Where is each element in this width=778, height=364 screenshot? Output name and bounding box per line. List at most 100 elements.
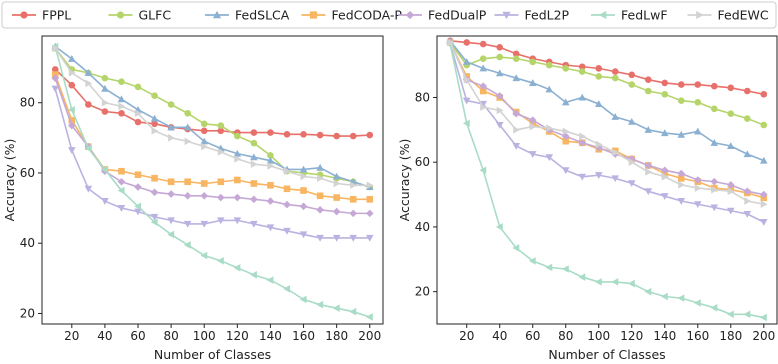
data-point-fppl: [267, 129, 274, 136]
x-tick-label: 20: [459, 329, 474, 343]
data-point-fedewc: [101, 98, 109, 107]
data-point-fedslca: [68, 55, 76, 62]
data-point-fppl: [366, 131, 374, 139]
legend-entry-fedl2p: FedL2P: [494, 8, 570, 23]
data-point-glfc: [743, 115, 751, 122]
data-point-fedlwf: [134, 202, 142, 211]
data-point-fppl: [512, 50, 520, 58]
data-point-fedewc: [201, 142, 209, 151]
data-point-fedslca: [578, 93, 587, 101]
data-point-fedl2p: [462, 97, 471, 105]
legend-entry-fedlwf: FedLwF: [591, 8, 668, 23]
x-tick-label: 100: [587, 329, 610, 343]
axes-frame: [436, 35, 778, 325]
data-point-fedl2p: [332, 234, 341, 242]
data-point-fedlwf: [84, 144, 92, 153]
data-point-fppl: [595, 65, 603, 72]
data-point-fedslca: [644, 126, 653, 133]
series-glfc: [446, 39, 768, 129]
plot-area: [446, 37, 768, 322]
data-point-fedewc: [366, 181, 374, 190]
data-point-glfc: [134, 83, 142, 91]
data-point-glfc: [184, 109, 191, 117]
data-point-fedcoda-p: [349, 196, 357, 203]
data-point-fedlwf: [710, 304, 718, 312]
data-point-fedlwf: [332, 304, 340, 312]
data-point-fedslca: [84, 69, 93, 76]
data-point-fedewc: [85, 79, 93, 88]
data-point-fedl2p: [349, 234, 357, 242]
series-line-fedl2p: [54, 88, 370, 239]
data-point-fedcoda-p: [333, 194, 340, 201]
data-point-fedslca: [167, 123, 175, 131]
data-point-fedewc: [350, 181, 357, 190]
y-tick-label: 20: [20, 306, 35, 320]
data-point-fedl2p: [693, 201, 702, 209]
data-point-fedcoda-p: [250, 180, 258, 187]
data-point-fedewc: [562, 127, 570, 136]
data-point-glfc: [628, 81, 636, 88]
data-point-fedlwf: [150, 218, 158, 226]
data-point-fppl: [118, 109, 125, 117]
data-point-fedl2p: [250, 220, 258, 228]
data-point-fedcoda-p: [167, 178, 175, 186]
data-point-fedlwf: [117, 186, 125, 195]
data-point-fppl: [694, 81, 702, 88]
data-point-fedslca: [332, 172, 341, 180]
data-point-fedlwf: [349, 307, 357, 316]
data-point-fedl2p: [84, 185, 93, 193]
data-point-glfc: [151, 92, 158, 100]
data-point-fedl2p: [760, 219, 768, 226]
y-tick-label: 40: [415, 220, 430, 234]
series-fedslca: [51, 42, 374, 191]
data-point-fppl: [628, 71, 636, 79]
data-point-feddualp: [332, 207, 341, 216]
data-point-fedslca: [479, 64, 488, 72]
data-point-feddualp: [677, 169, 686, 178]
data-point-fedlwf: [512, 244, 520, 252]
panel-right: 20 40 60 80 100 120 140 160 180 200 20 40 60 80 Number…: [397, 35, 778, 362]
data-point-fedl2p: [167, 217, 175, 225]
series-line-fedslca: [449, 40, 765, 162]
data-point-fedslca: [594, 100, 603, 107]
legend-entry-glfc: GLFC: [108, 8, 172, 23]
series-fedlwf: [446, 40, 767, 322]
data-point-fppl: [250, 129, 258, 136]
data-point-fedlwf: [528, 257, 536, 265]
data-point-fedewc: [496, 106, 504, 115]
x-axis-label: Number of Classes: [548, 347, 665, 362]
data-point-glfc: [200, 120, 208, 128]
data-point-fedcoda-p: [134, 171, 142, 179]
data-point-fppl: [644, 76, 652, 83]
data-point-fedl2p: [233, 217, 242, 225]
data-point-fedewc: [234, 155, 242, 163]
data-point-fedslca: [150, 114, 159, 122]
data-point-fedlwf: [561, 265, 569, 273]
data-point-fedlwf: [677, 294, 685, 302]
data-point-fedlwf: [693, 299, 701, 307]
data-point-fedlwf: [101, 165, 108, 174]
data-point-fedslca: [660, 129, 669, 137]
x-tick-label: 20: [64, 329, 79, 343]
x-tick-label: 60: [525, 329, 540, 343]
data-point-fedlwf: [365, 313, 373, 321]
series-fedewc: [447, 38, 768, 209]
legend-entry-fppl: FPPL: [12, 8, 71, 23]
data-point-fedewc: [579, 132, 587, 141]
legend-label-glfc: GLFC: [139, 8, 172, 23]
data-point-fedewc: [661, 172, 669, 181]
series-fedcoda-p: [51, 71, 374, 203]
data-point-fedslca: [250, 153, 258, 161]
legend-entry-fedslca: FedSLCA: [205, 8, 290, 23]
data-point-fedl2p: [611, 175, 620, 183]
legend-label-fedewc: FedEWC: [718, 8, 769, 23]
data-point-fedlwf: [760, 313, 767, 322]
legend-label-fedslca: FedSLCA: [235, 8, 290, 23]
data-point-fedlwf: [216, 256, 224, 265]
data-point-fppl: [333, 132, 340, 140]
data-point-fedlwf: [233, 264, 241, 272]
data-point-fedcoda-p: [234, 176, 241, 184]
data-point-glfc: [710, 105, 718, 113]
data-point-fedewc: [283, 167, 291, 176]
data-point-fedewc: [134, 109, 142, 118]
